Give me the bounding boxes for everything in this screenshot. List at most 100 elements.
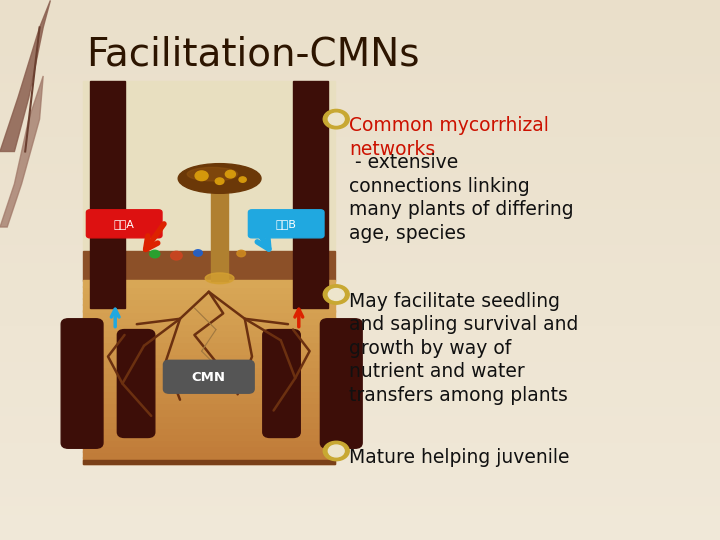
Bar (0, 369, 720, 378)
Bar (0, 153, 720, 163)
Bar (0, 387, 720, 396)
Bar (0, 215, 720, 225)
Circle shape (328, 288, 344, 300)
Bar (0, 296, 720, 306)
Bar (0, 9, 720, 18)
Bar (0, 63, 720, 72)
Bar (0, 234, 720, 243)
FancyBboxPatch shape (248, 210, 324, 238)
Bar (83, 396, 335, 403)
Bar (90, 82, 125, 308)
Bar (83, 82, 335, 251)
Bar (0, 404, 720, 414)
Bar (0, 225, 720, 234)
Bar (83, 439, 335, 446)
Text: Common mycorrhizal
networks: Common mycorrhizal networks (349, 117, 549, 159)
Bar (0, 27, 720, 36)
Bar (0, 323, 720, 333)
Circle shape (328, 113, 344, 125)
Bar (83, 341, 335, 348)
Polygon shape (0, 1, 50, 152)
Bar (0, 126, 720, 136)
FancyBboxPatch shape (61, 319, 103, 448)
Bar (0, 485, 720, 495)
Text: 樹木B: 樹木B (276, 219, 296, 229)
Text: - extensive
connections linking
many plants of differing
age, species: - extensive connections linking many pla… (349, 153, 574, 242)
Bar (83, 372, 335, 379)
Bar (0, 72, 720, 82)
Bar (0, 315, 720, 324)
Bar (0, 269, 720, 279)
Bar (0, 0, 720, 9)
Bar (0, 242, 720, 252)
Bar (0, 99, 720, 109)
Bar (0, 512, 720, 522)
Text: Facilitation-CMNs: Facilitation-CMNs (86, 36, 420, 73)
Bar (83, 402, 335, 409)
Bar (0, 162, 720, 171)
Bar (0, 171, 720, 180)
Circle shape (225, 171, 235, 178)
Bar (0, 252, 720, 261)
Text: 樹木A: 樹木A (114, 219, 134, 229)
FancyBboxPatch shape (263, 329, 300, 437)
Bar (0, 458, 720, 468)
Circle shape (323, 110, 349, 129)
Bar (0, 306, 720, 315)
Bar (0, 90, 720, 99)
Bar (0, 441, 720, 450)
Bar (83, 415, 335, 422)
Bar (83, 251, 335, 281)
Bar (83, 329, 335, 336)
Bar (83, 427, 335, 434)
Polygon shape (0, 76, 43, 227)
Bar (83, 390, 335, 397)
Bar (0, 503, 720, 513)
Bar (0, 189, 720, 198)
Bar (83, 460, 335, 464)
Bar (83, 316, 335, 324)
Bar (83, 445, 335, 452)
Ellipse shape (205, 273, 234, 284)
Bar (0, 207, 720, 216)
Text: Mature helping juvenile: Mature helping juvenile (349, 448, 570, 467)
Bar (0, 423, 720, 432)
Bar (83, 323, 335, 330)
Circle shape (323, 285, 349, 304)
Bar (83, 433, 335, 440)
Bar (0, 431, 720, 441)
Bar (0, 117, 720, 126)
Bar (83, 280, 335, 287)
Bar (83, 347, 335, 354)
Bar (0, 360, 720, 369)
Text: CMN: CMN (192, 370, 226, 383)
Bar (83, 457, 335, 464)
FancyBboxPatch shape (320, 319, 362, 448)
Circle shape (237, 250, 246, 256)
Bar (0, 180, 720, 190)
Circle shape (328, 445, 344, 457)
Bar (83, 384, 335, 391)
Bar (0, 144, 720, 153)
Bar (0, 18, 720, 28)
Circle shape (215, 178, 224, 185)
Bar (83, 335, 335, 342)
Bar (83, 298, 335, 306)
Circle shape (239, 177, 246, 183)
Ellipse shape (187, 167, 238, 181)
FancyBboxPatch shape (86, 210, 162, 238)
Bar (0, 468, 720, 477)
Bar (0, 333, 720, 342)
Bar (83, 310, 335, 318)
Bar (0, 279, 720, 288)
Bar (0, 261, 720, 270)
Bar (0, 198, 720, 207)
Bar (0, 530, 720, 540)
Bar (83, 360, 335, 367)
Bar (83, 421, 335, 428)
Bar (83, 378, 335, 385)
Bar (83, 305, 335, 312)
Bar (0, 81, 720, 90)
Bar (293, 82, 328, 308)
Bar (0, 377, 720, 387)
